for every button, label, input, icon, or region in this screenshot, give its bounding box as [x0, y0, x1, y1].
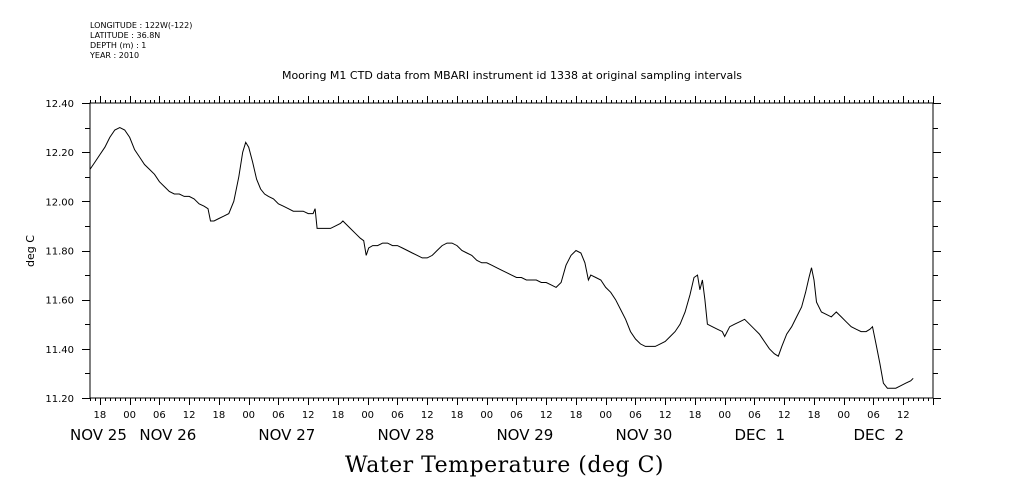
x-tick-label: 00	[480, 410, 493, 421]
x-tick-label: 06	[629, 410, 642, 421]
metadata-block: LONGITUDE : 122W(-122) LATITUDE : 36.8N …	[90, 21, 192, 61]
day-label: NOV 29	[496, 426, 553, 444]
y-tick-label: 12.20	[45, 148, 74, 159]
water-temperature-line	[89, 127, 914, 389]
x-tick-label: 12	[421, 410, 434, 421]
y-tick-label: 12.40	[45, 99, 74, 110]
x-tick-label: 12	[897, 410, 910, 421]
x-tick-label: 18	[213, 410, 226, 421]
x-tick-label: 00	[123, 410, 136, 421]
x-ticks	[90, 96, 934, 405]
y-tick-label: 12.00	[45, 197, 74, 208]
x-tick-label: 06	[272, 410, 285, 421]
plot-frame	[89, 102, 934, 399]
x-tick-label: 06	[867, 410, 880, 421]
x-tick-label: 18	[332, 410, 345, 421]
bottom-title: Water Temperature (deg C)	[345, 453, 664, 478]
x-tick-label: 12	[302, 410, 315, 421]
tick-labels: 11.20 11.40 11.60 11.80 12.00 12.20 12.40 18 00 0…	[45, 99, 909, 444]
y-ticks	[82, 103, 941, 399]
day-label: NOV 26	[139, 426, 196, 444]
y-tick-label: 11.60	[45, 296, 74, 307]
x-tick-label: 00	[361, 410, 374, 421]
day-label: DEC 1	[734, 426, 785, 444]
x-tick-label: 18	[94, 410, 107, 421]
meta-latitude: LATITUDE : 36.8N	[90, 31, 161, 40]
x-tick-label: 06	[510, 410, 523, 421]
y-axis-label: deg C	[24, 235, 37, 267]
y-tick-label: 11.80	[45, 247, 74, 258]
meta-year: YEAR : 2010	[90, 51, 140, 60]
day-label: DEC 2	[853, 426, 904, 444]
x-tick-label: 12	[778, 410, 791, 421]
y-tick-label: 11.20	[45, 394, 74, 405]
x-tick-label: 06	[748, 410, 761, 421]
day-label: NOV 25	[70, 426, 127, 444]
x-tick-label: 00	[837, 410, 850, 421]
x-tick-label: 18	[570, 410, 583, 421]
x-tick-label: 12	[183, 410, 196, 421]
y-tick-label: 11.40	[45, 345, 74, 356]
chart-title: Mooring M1 CTD data from MBARI instrumen…	[282, 69, 742, 82]
day-label: NOV 30	[615, 426, 672, 444]
x-tick-label: 12	[540, 410, 553, 421]
x-tick-label: 06	[391, 410, 404, 421]
x-tick-label: 12	[659, 410, 672, 421]
day-label: NOV 27	[258, 426, 315, 444]
meta-longitude: LONGITUDE : 122W(-122)	[90, 21, 193, 30]
x-tick-label: 18	[808, 410, 821, 421]
x-tick-label: 00	[718, 410, 731, 421]
x-tick-label: 00	[242, 410, 255, 421]
x-tick-label: 00	[599, 410, 612, 421]
day-label: NOV 28	[377, 426, 434, 444]
x-tick-label: 18	[689, 410, 702, 421]
meta-depth: DEPTH (m) : 1	[90, 41, 147, 50]
x-tick-label: 06	[153, 410, 166, 421]
x-tick-label: 18	[451, 410, 464, 421]
